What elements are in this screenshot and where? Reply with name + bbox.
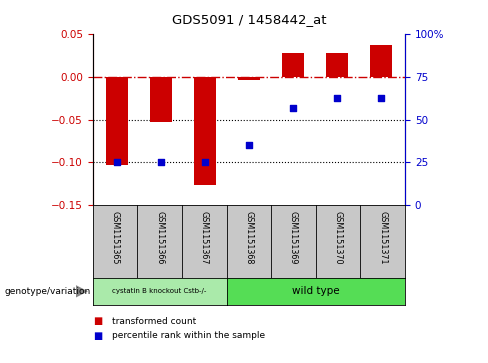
Bar — [282, 53, 304, 77]
Point — [201, 160, 209, 166]
Bar — [194, 77, 216, 185]
Text: GDS5091 / 1458442_at: GDS5091 / 1458442_at — [172, 13, 326, 26]
Text: genotype/variation: genotype/variation — [5, 287, 91, 296]
Bar — [326, 53, 348, 77]
Text: GSM1151368: GSM1151368 — [244, 211, 253, 264]
Text: GSM1151370: GSM1151370 — [334, 211, 343, 264]
Text: GSM1151365: GSM1151365 — [110, 211, 120, 264]
Point — [289, 105, 297, 111]
Text: percentile rank within the sample: percentile rank within the sample — [112, 331, 265, 340]
Text: ■: ■ — [93, 331, 102, 341]
Text: GSM1151367: GSM1151367 — [200, 211, 209, 264]
Text: wild type: wild type — [292, 286, 340, 296]
Polygon shape — [76, 285, 88, 298]
Point — [157, 160, 165, 166]
Text: transformed count: transformed count — [112, 317, 197, 326]
Bar — [106, 77, 128, 165]
Bar — [150, 77, 172, 122]
Text: cystatin B knockout Cstb-/-: cystatin B knockout Cstb-/- — [112, 288, 207, 294]
Text: GSM1151366: GSM1151366 — [155, 211, 164, 264]
Text: GSM1151371: GSM1151371 — [378, 211, 387, 264]
Text: GSM1151369: GSM1151369 — [289, 211, 298, 264]
Point — [113, 160, 121, 166]
Point — [333, 95, 341, 101]
Bar — [370, 45, 392, 77]
Bar — [238, 77, 260, 80]
Point — [377, 95, 385, 101]
Point — [245, 143, 253, 148]
Text: ■: ■ — [93, 316, 102, 326]
